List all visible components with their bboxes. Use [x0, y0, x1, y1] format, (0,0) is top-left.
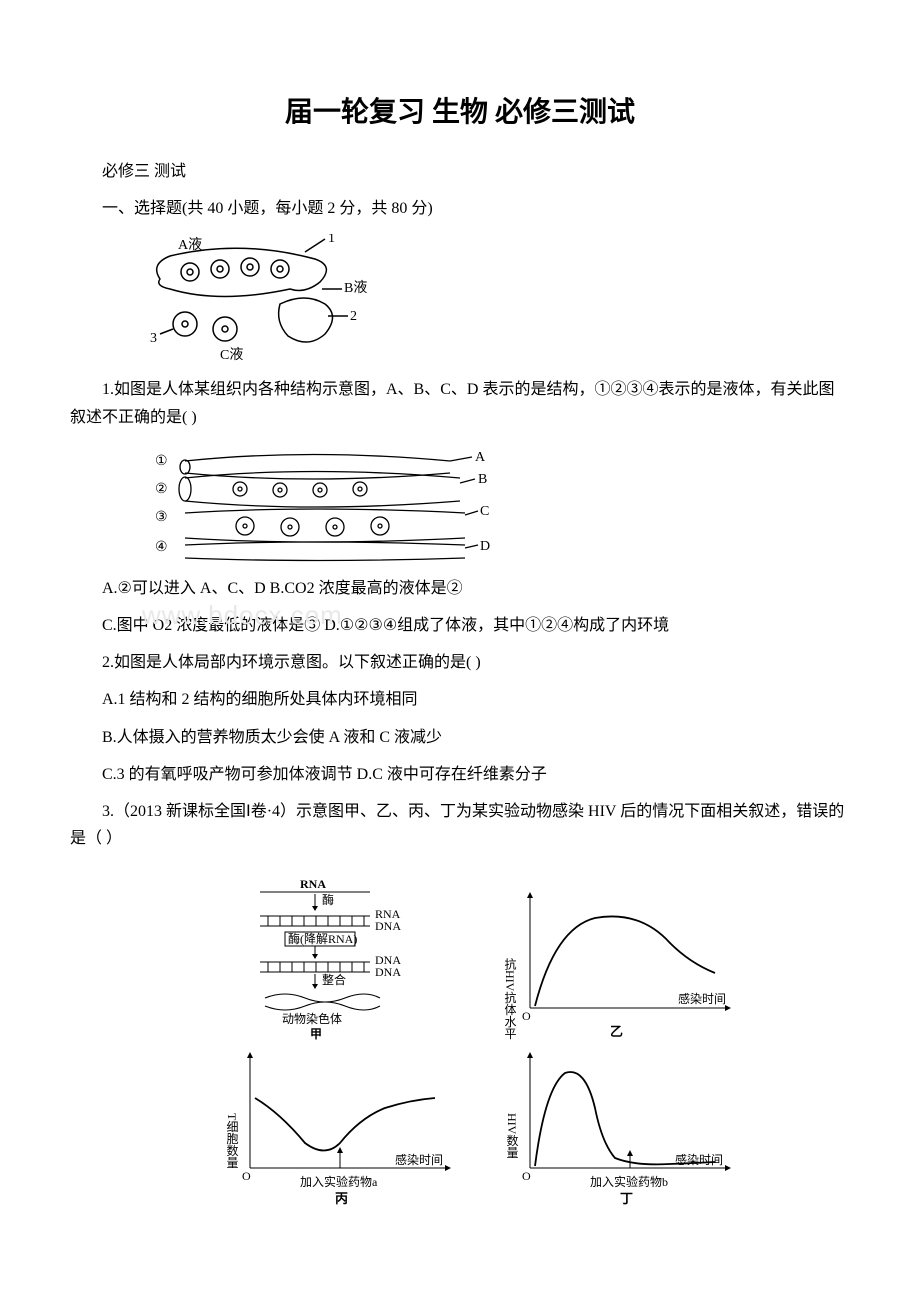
ding-ylabel: HIV数量	[505, 1113, 519, 1158]
jia-enzyme1: 酶	[322, 892, 334, 907]
subtitle: 必修三 测试	[70, 158, 850, 185]
q2-opt-c: C.3 的有氧呼吸产物可参加体液调节 D.C 液中可存在纤维素分子	[70, 761, 850, 788]
q1-stem-text: 1.如图是人体某组织内各种结构示意图，A、B、C、D 表示的是结构，①②③④表示…	[70, 381, 834, 425]
fig2-label-D: D	[480, 539, 490, 554]
fig2-label-c2: ②	[155, 482, 168, 497]
q2-opt-a: A.1 结构和 2 结构的细胞所处具体内环境相同	[70, 686, 850, 713]
ding-name: 丁	[620, 1191, 633, 1206]
figure-2: ① ② ③ ④ A B C D	[130, 443, 850, 563]
jia-dna3: DNA	[375, 965, 401, 979]
q2-opt-b: B.人体摄入的营养物质太少会使 A 液和 C 液减少	[70, 724, 850, 751]
fig2-label-A: A	[475, 450, 486, 465]
jia-chromosome: 动物染色体	[282, 1011, 342, 1026]
fig1-label-A: A液	[178, 237, 202, 253]
jia-dna1: DNA	[375, 919, 401, 933]
fig1-label-3: 3	[150, 331, 157, 346]
fig1-label-2: 2	[350, 309, 357, 324]
bing-xlabel: 感染时间	[395, 1152, 443, 1167]
fig2-label-c3: ③	[155, 510, 168, 525]
q1-options-cd: C.图中 O2 浓度最低的液体是③ D.①②③④组成了体液，其中①②④构成了内环…	[70, 612, 850, 639]
yi-origin: O	[522, 1009, 531, 1023]
bing-ylabel: T细胞数量	[225, 1113, 239, 1168]
figure-3: RNA 酶 RNA DNA 酶(降解RNA)	[70, 868, 850, 1213]
ding-origin: O	[522, 1169, 531, 1183]
bing-origin: O	[242, 1169, 251, 1183]
fig2-label-c1: ①	[155, 454, 168, 469]
fig1-label-B: B液	[344, 280, 367, 296]
yi-name: 乙	[610, 1024, 623, 1039]
jia-enzyme2: 酶(降解RNA)	[288, 931, 357, 946]
yi-xlabel: 感染时间	[678, 991, 726, 1006]
bing-drug: 加入实验药物a	[300, 1174, 378, 1189]
q1-opt-ab-text: A.②可以进入 A、C、D B.CO2 浓度最高的液体是②	[102, 580, 463, 597]
q1-stem: 1.如图是人体某组织内各种结构示意图，A、B、C、D 表示的是结构，①②③④表示…	[70, 376, 850, 430]
yi-ylabel: 抗HIV抗体水平	[503, 957, 517, 1040]
q2-stem: 2.如图是人体局部内环境示意图。以下叙述正确的是( )	[70, 649, 850, 676]
page-title: 届一轮复习 生物 必修三测试	[70, 90, 850, 130]
q1-options-ab: A.②可以进入 A、C、D B.CO2 浓度最高的液体是② www.bdocx.…	[70, 575, 850, 602]
fig1-label-1: 1	[328, 234, 335, 246]
bing-name: 丙	[335, 1191, 348, 1206]
jia-name: 甲	[310, 1027, 322, 1041]
q3-stem: 3.（2013 新课标全国Ⅰ卷·4）示意图甲、乙、丙、丁为某实验动物感染 HIV…	[70, 798, 850, 852]
fig2-label-c4: ④	[155, 540, 168, 555]
section-heading: 一、选择题(共 40 小题，每小题 2 分，共 80 分)	[70, 195, 850, 222]
figure-1: A液 1 B液 2 3 C液	[130, 234, 850, 364]
fig2-label-B: B	[478, 472, 487, 487]
jia-integrate: 整合	[322, 972, 346, 987]
ding-drug: 加入实验药物b	[590, 1174, 668, 1189]
fig2-label-C: C	[480, 504, 489, 519]
jia-rna: RNA	[300, 877, 326, 891]
ding-xlabel: 感染时间	[675, 1152, 723, 1167]
fig1-label-C: C液	[220, 347, 243, 363]
